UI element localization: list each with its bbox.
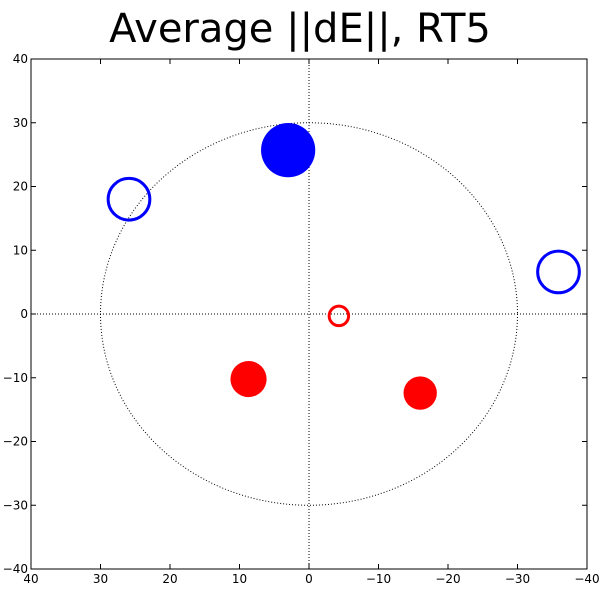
- x-tick-label: −20: [435, 572, 460, 586]
- x-tick-label: 10: [232, 572, 247, 586]
- y-tick-label: 30: [13, 116, 28, 130]
- reference-circle: [100, 122, 518, 506]
- y-tick-label: 40: [13, 52, 28, 66]
- y-tick-label: −30: [3, 498, 28, 512]
- x-tick-label: −30: [505, 572, 530, 586]
- y-tick-label: 0: [20, 307, 28, 321]
- x-tick-label: 20: [162, 572, 177, 586]
- y-tick-label: −40: [3, 562, 28, 576]
- x-tick-label: −10: [366, 572, 391, 586]
- data-point-3: [536, 249, 581, 295]
- x-tick-label: 0: [305, 572, 313, 586]
- data-point-5: [230, 360, 267, 398]
- data-point-6: [403, 376, 437, 410]
- chart-title: Average ||dE||, RT5: [109, 6, 491, 52]
- y-tick-label: 20: [13, 180, 28, 194]
- x-tick-label: 30: [93, 572, 108, 586]
- y-tick-label: −10: [3, 371, 28, 385]
- y-tick-label: 10: [13, 243, 28, 257]
- data-point-1: [261, 123, 316, 178]
- x-tick-label: −40: [574, 572, 599, 586]
- x-tick-label: 40: [23, 572, 38, 586]
- y-tick-label: −20: [3, 435, 28, 449]
- data-point-2: [106, 176, 152, 222]
- data-point-4: [327, 304, 351, 328]
